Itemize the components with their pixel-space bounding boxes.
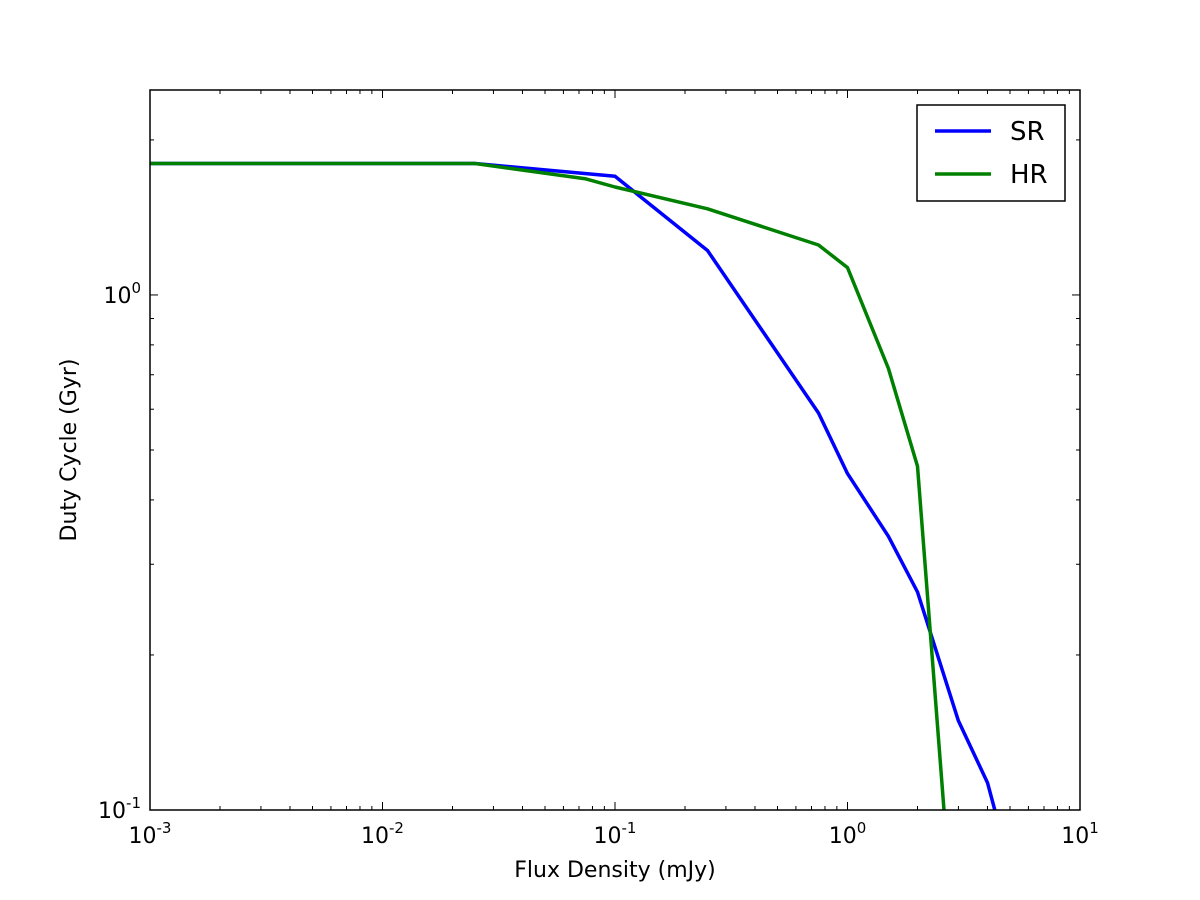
x-tick-label: 10-2 xyxy=(361,819,404,849)
plot-area xyxy=(150,90,1080,810)
y-tick-label: 100 xyxy=(103,279,141,309)
legend-box xyxy=(916,104,1066,202)
x-axis-label: Flux Density (mJy) xyxy=(514,858,715,883)
x-tick-label: 101 xyxy=(1061,819,1099,849)
series-line-hr xyxy=(150,161,946,811)
y-tick-label: 10-1 xyxy=(98,794,141,824)
series-layer xyxy=(150,161,997,811)
legend-label-hr: HR xyxy=(1010,160,1048,190)
legend: SR HR xyxy=(916,104,1066,202)
y-axis-label: Duty Cycle (Gyr) xyxy=(57,359,82,542)
x-tick-label: 10-3 xyxy=(129,819,172,849)
plot-frame xyxy=(149,89,1081,811)
x-tick-labels: 10-3 10-2 10-1 100 101 xyxy=(129,819,1099,849)
x-tick-label: 10-1 xyxy=(594,819,637,849)
legend-label-sr: SR xyxy=(1010,117,1045,147)
series-line-sr xyxy=(150,161,997,811)
x-tick-label: 100 xyxy=(829,819,867,849)
y-tick-labels: 10-1 100 xyxy=(98,279,141,824)
